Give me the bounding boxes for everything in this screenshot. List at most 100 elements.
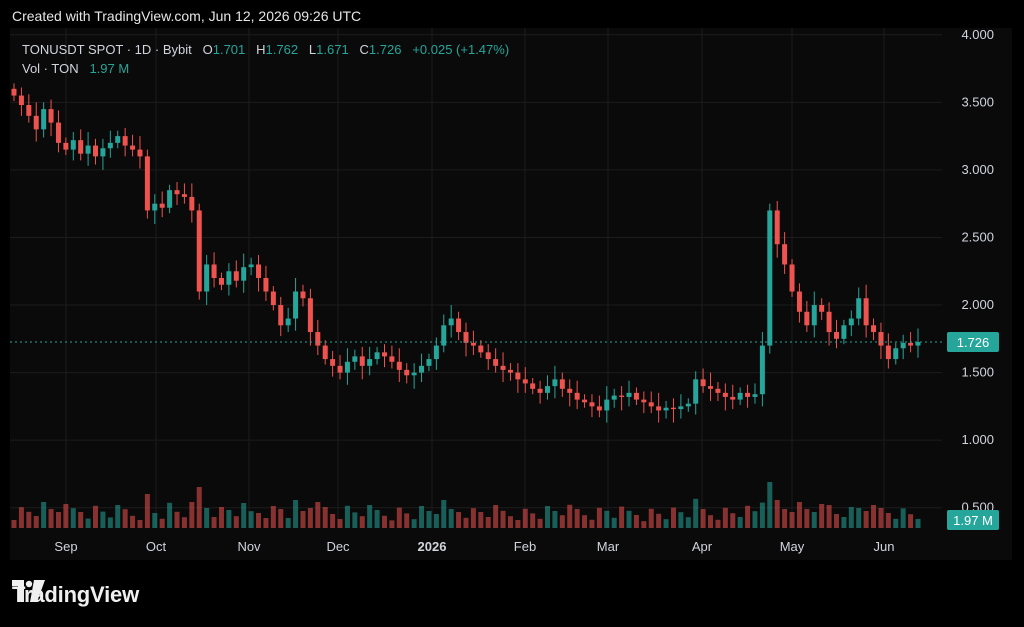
volume-bar bbox=[708, 515, 714, 528]
volume-bar bbox=[515, 520, 521, 528]
candle-body bbox=[574, 392, 580, 400]
candle-body bbox=[33, 115, 39, 130]
candle-body bbox=[545, 386, 551, 393]
candle-body bbox=[715, 388, 721, 393]
volume-bar bbox=[352, 512, 358, 528]
candle-body bbox=[389, 356, 395, 362]
candle-body bbox=[633, 392, 639, 400]
candle-body bbox=[885, 345, 891, 360]
volume-bar bbox=[715, 519, 721, 528]
candle-body bbox=[181, 194, 187, 197]
legend-volume-label[interactable]: Vol · TON bbox=[22, 61, 79, 76]
candle-body bbox=[256, 264, 262, 278]
candle-body bbox=[85, 145, 91, 154]
volume-bar bbox=[433, 514, 439, 528]
candle-body bbox=[404, 369, 410, 376]
volume-bar bbox=[819, 504, 825, 528]
legend-open-value: 1.701 bbox=[212, 42, 246, 57]
candle-body bbox=[159, 203, 165, 208]
volume-bar bbox=[107, 517, 113, 528]
volume-bar bbox=[670, 507, 676, 528]
volume-bar bbox=[374, 510, 380, 528]
volume-bar bbox=[315, 502, 321, 528]
candle-body bbox=[656, 406, 662, 411]
volume-bar bbox=[663, 519, 669, 528]
volume-bar bbox=[619, 506, 625, 528]
legend-symbol[interactable]: TONUSDT SPOT · 1D · Bybit bbox=[22, 42, 192, 57]
volume-bar bbox=[63, 504, 69, 528]
candle-body bbox=[293, 291, 299, 319]
candle-body bbox=[248, 264, 254, 268]
volume-bar bbox=[878, 508, 884, 528]
candle-body bbox=[908, 342, 914, 346]
candle-body bbox=[448, 318, 454, 326]
candle-body bbox=[893, 348, 899, 360]
candle-body bbox=[841, 325, 847, 339]
candle-body bbox=[218, 278, 224, 285]
y-tick-label: 2.000 bbox=[961, 297, 994, 312]
candle-body bbox=[589, 402, 595, 407]
last-price-badge bbox=[947, 332, 999, 353]
candle-body bbox=[285, 318, 291, 326]
volume-bar bbox=[130, 515, 136, 528]
volume-bar bbox=[411, 519, 417, 528]
candle-body bbox=[863, 298, 869, 326]
volume-bar bbox=[419, 506, 425, 528]
volume-bar bbox=[33, 516, 39, 528]
volume-bar bbox=[693, 498, 699, 528]
volume-bar bbox=[285, 518, 291, 528]
candle-body bbox=[648, 402, 654, 407]
candle-body bbox=[381, 352, 387, 357]
y-tick-label: 2.500 bbox=[961, 229, 994, 244]
volume-bar bbox=[767, 482, 773, 528]
candle-body bbox=[204, 264, 210, 292]
volume-bar bbox=[908, 514, 914, 528]
y-tick-label: 1.000 bbox=[961, 432, 994, 447]
candle-body bbox=[419, 365, 425, 373]
candle-body bbox=[804, 311, 810, 326]
candle-body bbox=[374, 352, 380, 360]
volume-bar bbox=[759, 502, 765, 528]
volume-bar bbox=[789, 512, 795, 528]
candle-body bbox=[100, 148, 106, 157]
legend-high-label: H bbox=[256, 42, 266, 57]
candle-body bbox=[322, 345, 328, 360]
volume-bar bbox=[337, 519, 343, 528]
volume-bar bbox=[470, 508, 476, 528]
candle-body bbox=[522, 379, 528, 384]
volume-bar bbox=[871, 505, 877, 528]
volume-bar bbox=[826, 505, 832, 528]
legend-change: +0.025 (+1.47%) bbox=[412, 42, 510, 57]
volume-bar bbox=[507, 516, 513, 528]
candle-body bbox=[500, 365, 506, 370]
candle-body bbox=[441, 325, 447, 346]
candle-body bbox=[359, 356, 365, 366]
y-tick-label: 1.500 bbox=[961, 365, 994, 380]
created-header: Created with TradingView.com, Jun 12, 20… bbox=[12, 8, 362, 24]
candle-body bbox=[708, 386, 714, 389]
candle-body bbox=[167, 190, 173, 208]
candle-body bbox=[307, 298, 313, 333]
legend-volume-row: Vol · TON 1.97 M bbox=[22, 59, 509, 78]
candle-body bbox=[782, 244, 788, 265]
volume-bar bbox=[552, 511, 558, 528]
volume-bar bbox=[367, 505, 373, 528]
legend-close-label: C bbox=[359, 42, 369, 57]
volume-bar bbox=[604, 510, 610, 528]
candle-body bbox=[241, 267, 247, 281]
x-tick-label: Mar bbox=[597, 539, 620, 554]
volume-bar bbox=[78, 512, 84, 528]
tradingview-logo[interactable]: TradingView bbox=[12, 580, 139, 610]
candle-body bbox=[433, 345, 439, 360]
chart-area[interactable]: 4.000 3.500 3.000 2.500 2.000 1.500 1.000 0.500… bbox=[10, 28, 1012, 560]
volume-bar bbox=[722, 507, 728, 528]
chart-svg[interactable]: 4.0003.5003.0002.5002.0001.5001.0000.500… bbox=[10, 28, 1012, 560]
volume-bar bbox=[426, 511, 432, 528]
volume-bar bbox=[396, 507, 402, 528]
x-tick-label: Dec bbox=[326, 539, 350, 554]
candle-body bbox=[811, 305, 817, 326]
candle-body bbox=[767, 210, 773, 346]
volume-bar bbox=[218, 507, 224, 528]
volume-bar bbox=[700, 509, 706, 528]
volume-bar bbox=[641, 521, 647, 528]
